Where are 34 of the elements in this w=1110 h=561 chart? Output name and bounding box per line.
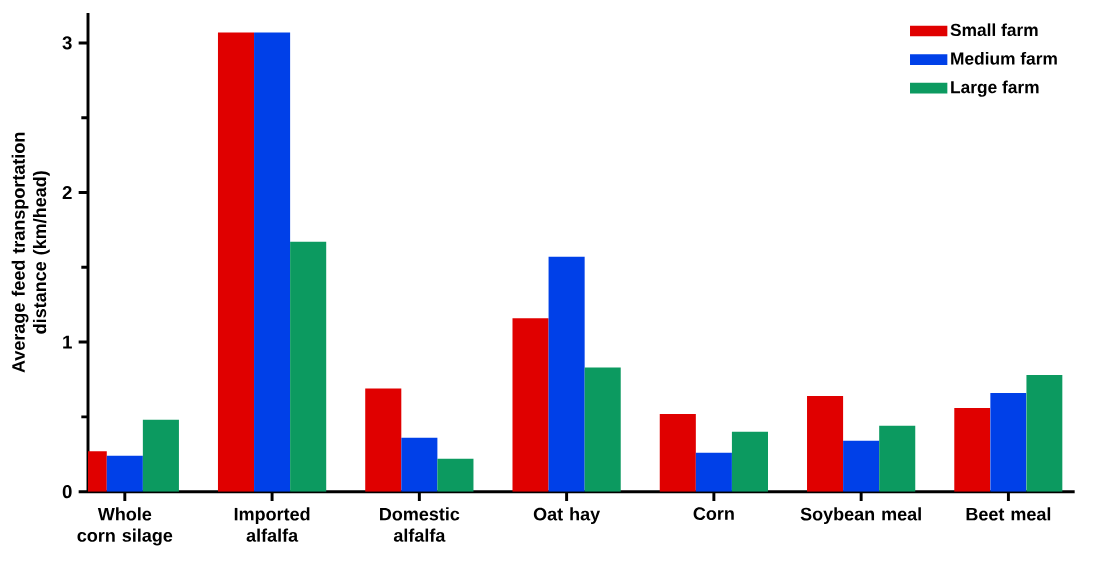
bar xyxy=(1026,374,1063,492)
x-tick-label: Corn xyxy=(693,507,734,520)
y-tick-label: 0 xyxy=(62,485,72,499)
bar xyxy=(512,318,549,492)
x-tick-label: Beet meal xyxy=(966,507,1051,521)
bar xyxy=(548,256,585,492)
bar xyxy=(254,32,291,492)
legend-label: Large farm xyxy=(951,80,1039,97)
bar xyxy=(290,241,327,492)
bar xyxy=(659,413,696,492)
bar xyxy=(843,440,880,492)
bar xyxy=(731,431,768,492)
y-tick-label: 2 xyxy=(62,185,72,200)
y-tick-label: 1 xyxy=(63,335,72,349)
bar xyxy=(695,452,732,492)
x-tick-label: Domestic alfalfa xyxy=(380,507,460,542)
x-tick-label: Soybean meal xyxy=(800,507,921,525)
bar xyxy=(584,367,621,492)
legend-label: Small farm xyxy=(950,23,1038,37)
bar xyxy=(437,458,474,492)
y-axis-title: Average feed transportation distance (km/head) xyxy=(11,132,50,373)
y-tick-label: 3 xyxy=(62,36,72,50)
bar xyxy=(879,425,916,492)
bar xyxy=(217,32,255,492)
x-tick-label: Oat hay xyxy=(533,507,601,525)
x-tick-label: Whole corn silage xyxy=(77,507,173,546)
bar xyxy=(954,407,991,492)
legend-label: Medium farm xyxy=(951,51,1057,65)
bar xyxy=(142,419,179,492)
bar xyxy=(990,392,1027,492)
bar xyxy=(365,388,402,492)
bar xyxy=(401,437,438,492)
bar xyxy=(807,395,844,492)
x-tick-label: Imported alfalfa xyxy=(234,507,310,542)
